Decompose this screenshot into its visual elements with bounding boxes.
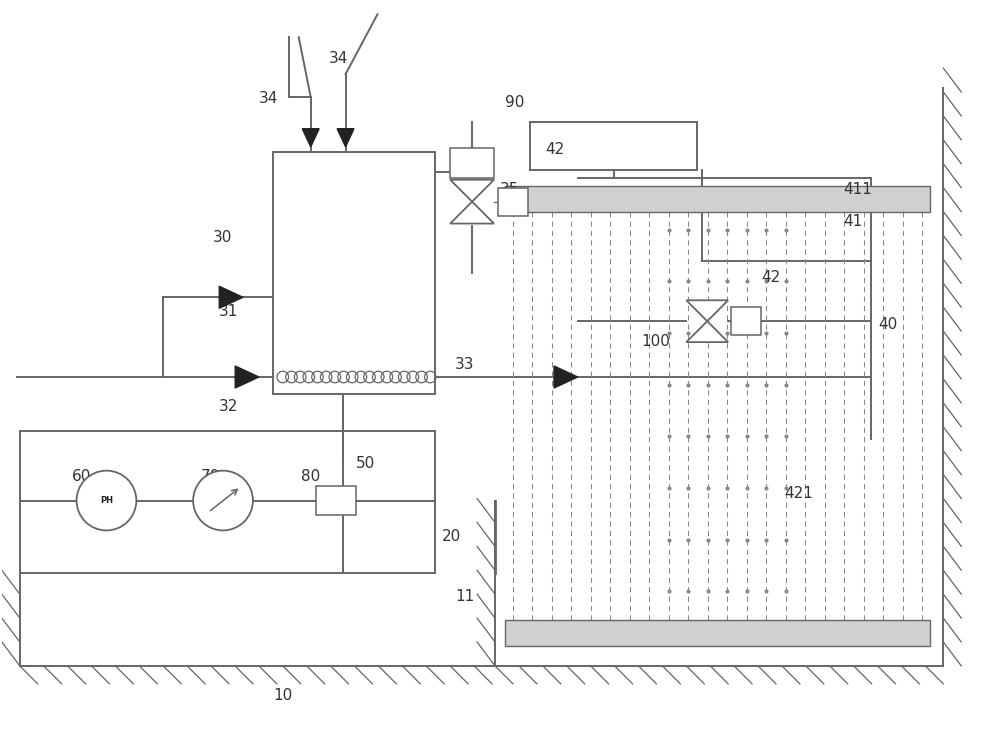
Bar [273,152,435,394]
Text: 90: 90 [505,94,524,109]
Text: 34: 34 [329,51,348,66]
Text: 100: 100 [641,333,670,348]
Text: 80: 80 [301,469,320,484]
Circle shape [77,470,136,530]
Polygon shape [686,300,728,321]
Polygon shape [686,321,728,342]
Text: 20: 20 [442,529,461,544]
Text: 31: 31 [219,304,238,319]
Text: 42: 42 [761,270,780,285]
Text: 70: 70 [201,469,220,484]
Polygon shape [554,366,578,388]
Text: 32: 32 [219,399,238,414]
Text: 421: 421 [784,486,813,501]
Text: 60: 60 [72,469,91,484]
Polygon shape [219,286,243,309]
Polygon shape [302,129,319,147]
Text: 42: 42 [545,142,564,157]
Polygon shape [450,180,494,201]
Text: 41: 41 [844,214,863,229]
Text: 50: 50 [356,456,375,471]
Bar [498,188,528,216]
Circle shape [193,470,253,530]
Text: 40: 40 [879,317,898,332]
Bar [450,148,494,178]
Text: 11: 11 [455,589,474,604]
Text: 35: 35 [500,182,519,197]
Text: 30: 30 [213,230,232,245]
Polygon shape [235,366,259,388]
Bar [530,122,697,170]
Bar [505,186,930,212]
Bar [731,307,761,335]
Text: 34: 34 [259,91,278,106]
Text: 411: 411 [844,182,873,197]
Polygon shape [450,201,494,223]
Polygon shape [337,129,354,147]
Bar [505,620,930,646]
Text: 33: 33 [455,357,475,372]
Bar [316,485,356,515]
Text: 10: 10 [273,688,292,703]
Text: PH: PH [100,496,113,505]
Bar [20,431,435,573]
